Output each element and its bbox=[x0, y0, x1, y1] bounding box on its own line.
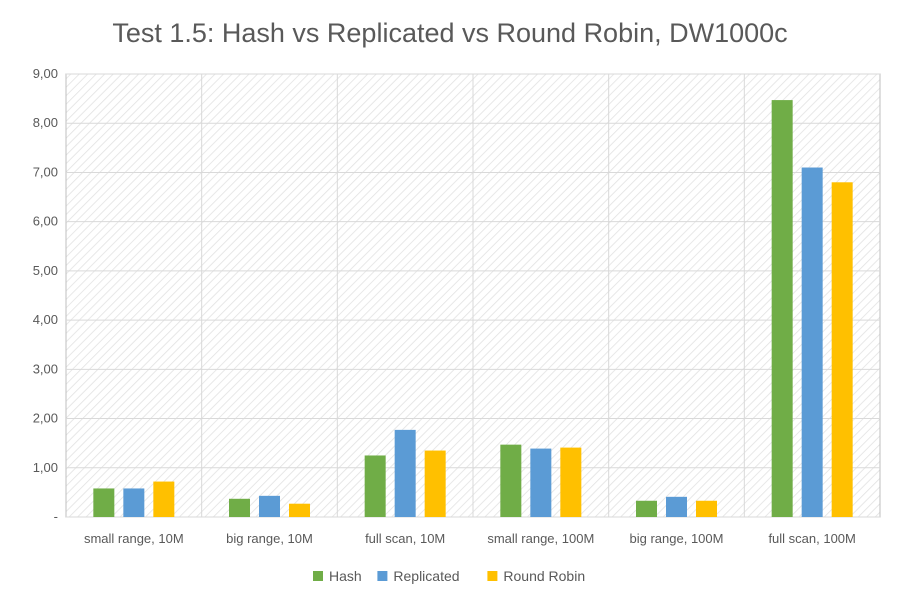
y-tick-label: 2,00 bbox=[33, 411, 58, 426]
x-category-label: big range, 100M bbox=[630, 531, 724, 546]
bar-round-robin bbox=[424, 450, 446, 517]
bar-round-robin bbox=[831, 182, 853, 518]
legend-label: Round Robin bbox=[503, 568, 585, 584]
bar-round-robin bbox=[560, 447, 582, 517]
y-tick-label: 8,00 bbox=[33, 115, 58, 130]
x-category-label: full scan, 10M bbox=[365, 531, 445, 546]
y-tick-label: 7,00 bbox=[33, 164, 58, 179]
bar-hash bbox=[636, 500, 657, 517]
legend-swatch-replicated bbox=[377, 571, 388, 581]
bar-hash bbox=[771, 100, 793, 518]
bar-hash bbox=[229, 498, 250, 517]
legend-label: Replicated bbox=[393, 568, 459, 584]
bar-replicated bbox=[259, 495, 280, 517]
x-axis-category-labels: small range, 10M big range, 10M full scan,… bbox=[84, 531, 856, 546]
x-category-label: big range, 10M bbox=[226, 531, 313, 546]
y-tick-label: 1,00 bbox=[33, 460, 58, 475]
x-category-label: small range, 100M bbox=[487, 531, 594, 546]
legend: Hash Replicated Round Robin bbox=[313, 568, 585, 584]
bar-round-robin bbox=[153, 481, 175, 517]
x-category-label: small range, 10M bbox=[84, 531, 184, 546]
y-tick-label: 6,00 bbox=[33, 214, 58, 229]
gridlines bbox=[66, 73, 880, 518]
bar-replicated bbox=[123, 488, 145, 517]
bars bbox=[93, 100, 853, 518]
y-tick-label: - bbox=[54, 509, 58, 524]
y-tick-label: 9,00 bbox=[33, 66, 58, 81]
y-tick-label: 3,00 bbox=[33, 361, 58, 376]
bar-round-robin bbox=[696, 500, 717, 517]
bar-hash bbox=[500, 444, 522, 517]
legend-label: Hash bbox=[329, 568, 362, 584]
x-category-label: full scan, 100M bbox=[768, 531, 855, 546]
bar-round-robin bbox=[289, 503, 310, 517]
legend-swatch-hash bbox=[313, 571, 323, 581]
bar-replicated bbox=[801, 167, 823, 517]
legend-swatch-round-robin bbox=[487, 571, 498, 581]
bar-replicated bbox=[394, 429, 416, 517]
y-tick-label: 4,00 bbox=[33, 312, 58, 327]
y-axis-tick-labels: - 1,00 2,00 3,00 4,00 5,00 6,00 7,00 8,00 9,00 bbox=[33, 66, 58, 524]
bar-replicated bbox=[666, 496, 687, 517]
chart-title: Test 1.5: Hash vs Replicated vs Round Ro… bbox=[112, 18, 787, 48]
bar-replicated bbox=[530, 448, 552, 517]
y-tick-label: 5,00 bbox=[33, 263, 58, 278]
bar-hash bbox=[93, 488, 115, 517]
bar-hash bbox=[364, 455, 386, 517]
